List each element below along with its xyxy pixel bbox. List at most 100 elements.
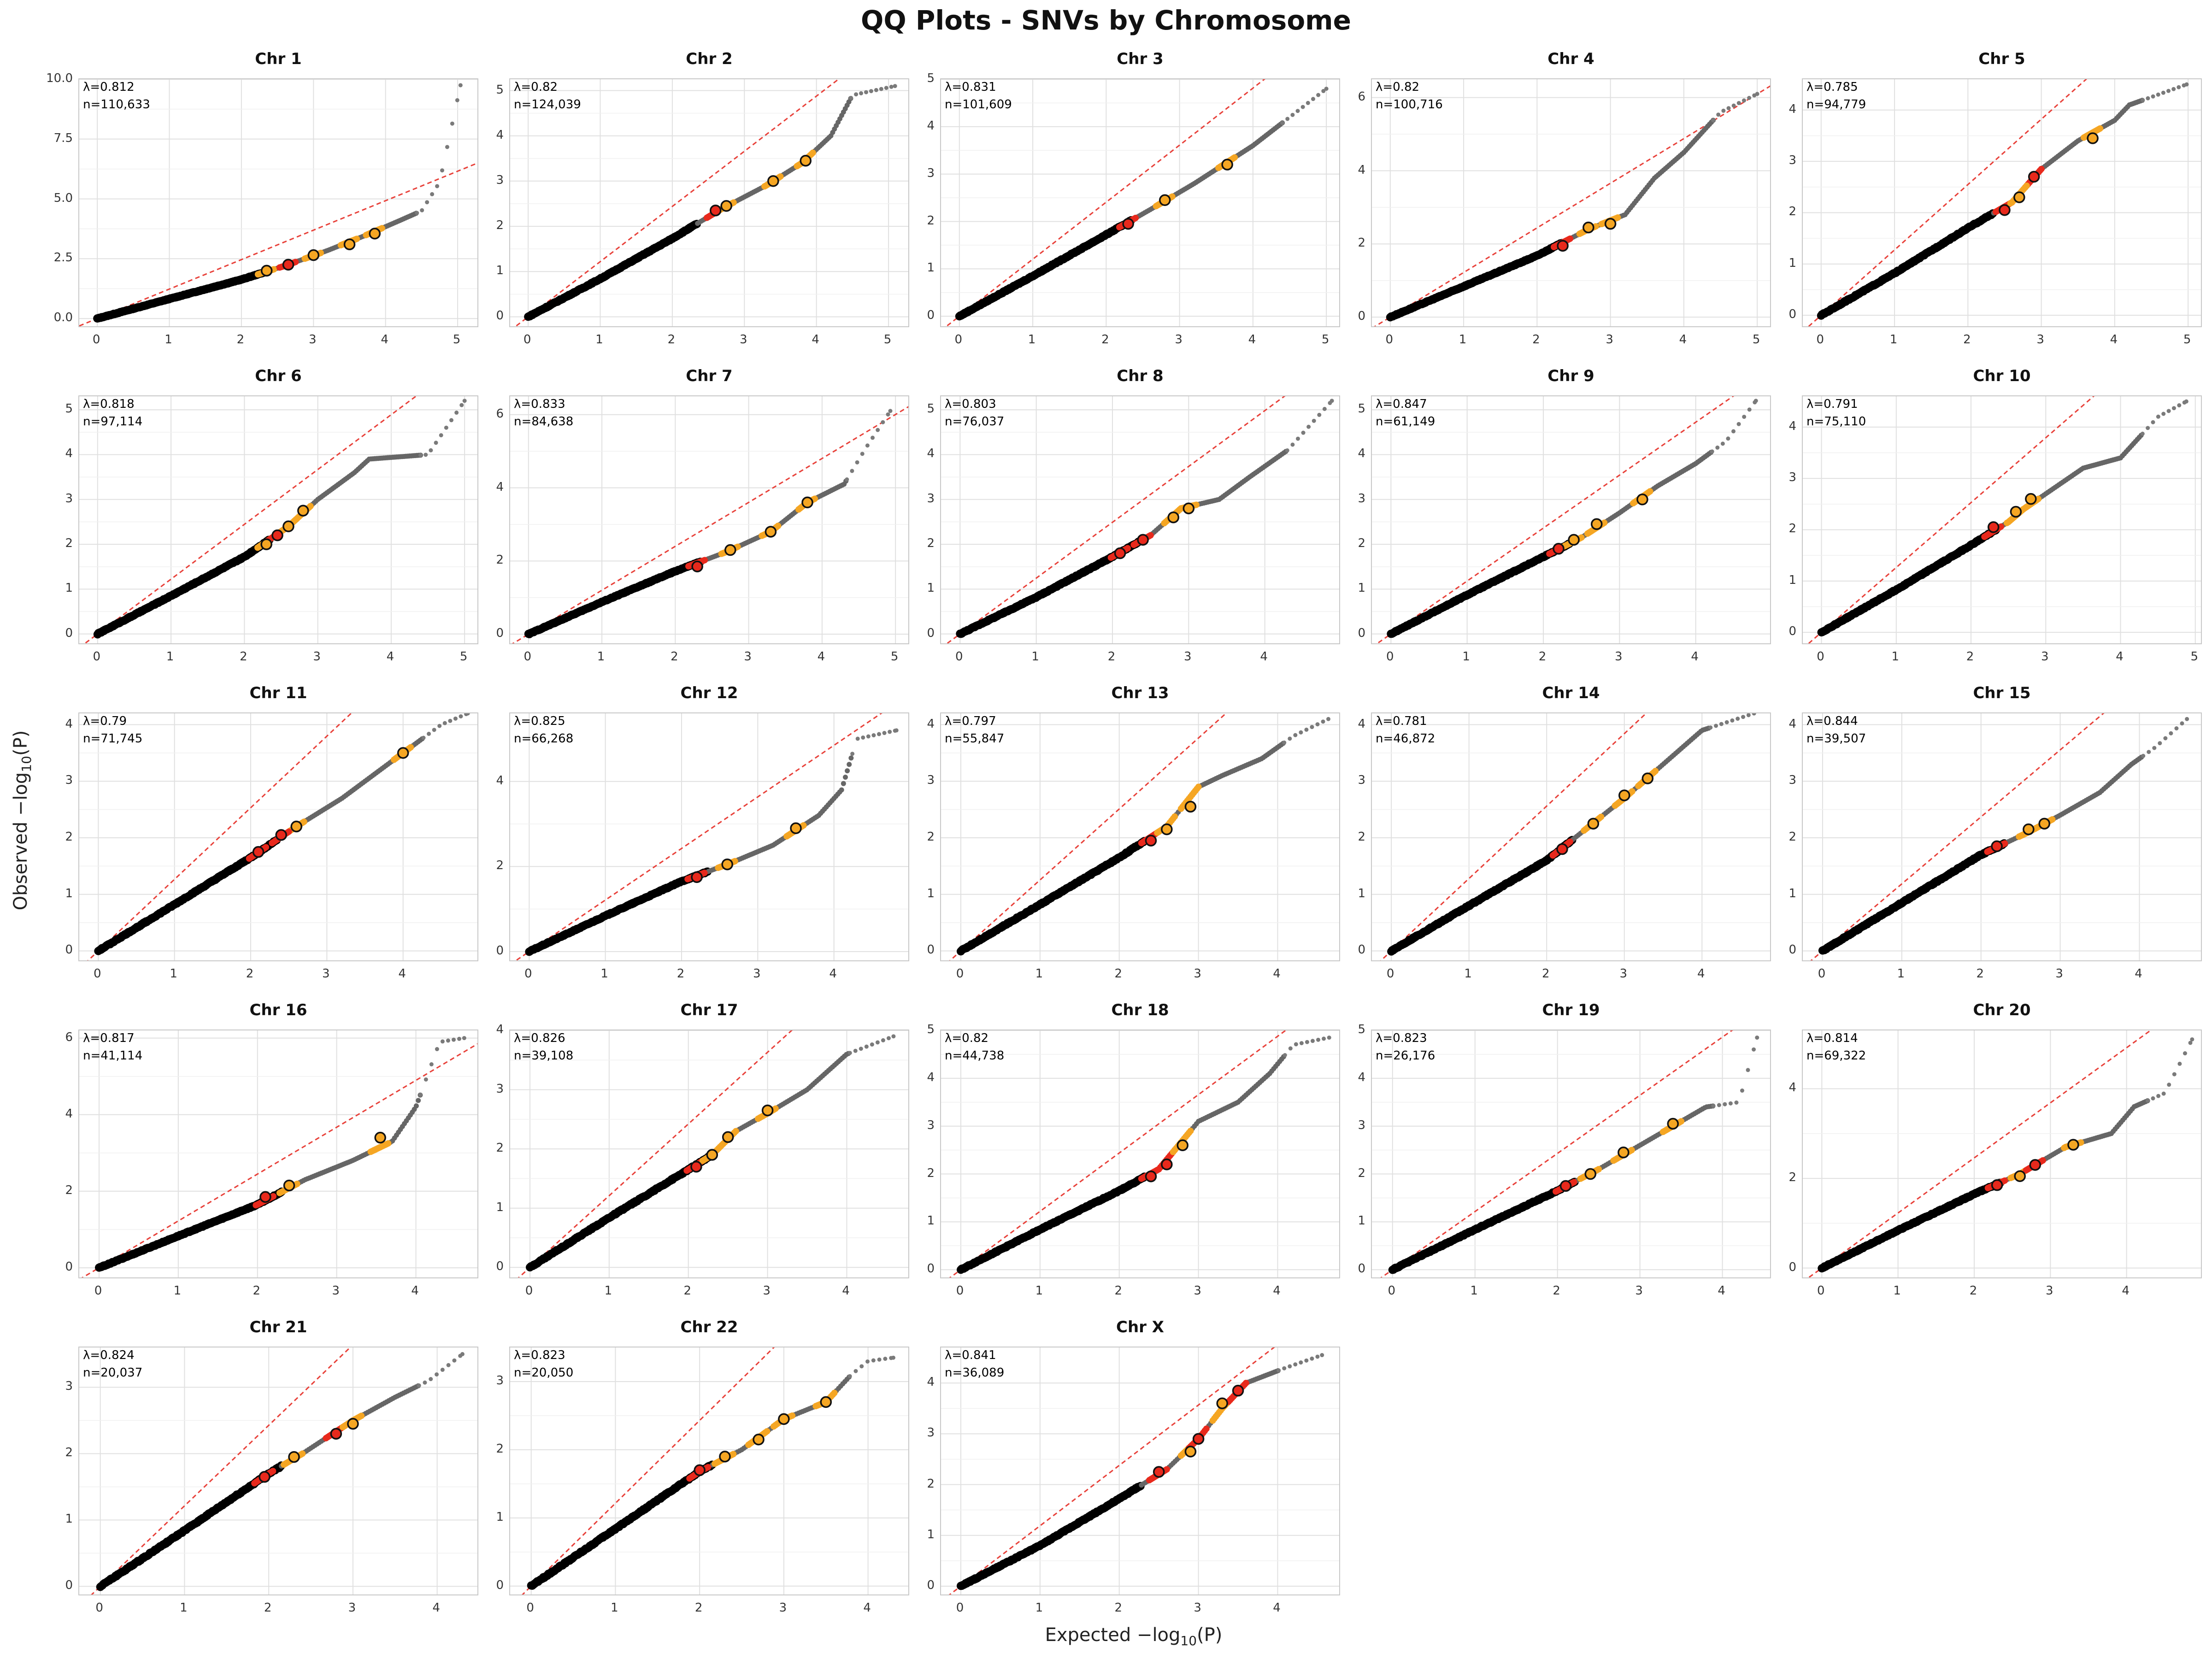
point [425, 200, 429, 205]
y-tick-label: 0 [927, 626, 935, 640]
x-tick-label: 3 [1615, 650, 1623, 664]
point [444, 425, 448, 430]
point [453, 716, 458, 721]
point [442, 721, 447, 725]
x-tick-label: 3 [753, 967, 761, 981]
highlight-marker [1122, 218, 1134, 230]
y-tick-label: 6 [496, 406, 504, 421]
x-tick-label: 1 [1462, 650, 1470, 664]
qq-svg [510, 396, 908, 643]
highlight-marker [709, 204, 722, 217]
x-tick-label: 4 [1679, 333, 1687, 347]
point [2161, 412, 2166, 416]
x-tick-label: 4 [386, 650, 394, 664]
point-highlight [701, 557, 708, 564]
highlight-marker [2013, 191, 2025, 203]
y-tick-label: 2 [496, 218, 504, 233]
qq-panel: Chr 14 λ=0.781 n=46,872 0 1 2 3 4 0 1 2 3 4 [1358, 684, 1771, 981]
point [2156, 414, 2160, 419]
y-tick-label: 2 [927, 536, 935, 551]
x-tick-label: 2 [1966, 650, 1974, 664]
point [1741, 98, 1746, 103]
point [889, 84, 894, 89]
point [1726, 436, 1730, 441]
point-highlight [1195, 783, 1202, 790]
point [874, 88, 878, 92]
x-tick-label: 0 [1385, 333, 1394, 347]
plot-area: λ=0.803 n=76,037 [940, 395, 1340, 644]
point [848, 755, 854, 761]
y-tick-label: 2 [1358, 236, 1365, 250]
highlight-marker [1114, 547, 1126, 559]
point [849, 95, 853, 100]
point [1311, 97, 1315, 101]
point-highlight [775, 523, 782, 529]
point-highlight [2038, 165, 2045, 172]
x-tick-label: 3 [2041, 650, 2049, 664]
highlight-marker [260, 538, 272, 550]
reference-line [512, 406, 908, 643]
reference-line [84, 396, 417, 643]
plot-area: λ=0.812 n=110,633 [78, 78, 478, 327]
qq-panel: Chr 2 λ=0.82 n=124,039 0 1 2 3 4 5 0 1 2 3 4 5 [496, 50, 909, 347]
point [437, 724, 442, 728]
highlight-marker [2087, 132, 2099, 144]
x-tick-label: 0 [954, 333, 963, 347]
point [861, 735, 865, 740]
x-tick-label: 3 [2036, 333, 2044, 347]
point [415, 211, 419, 215]
highlight-marker [1583, 221, 1594, 234]
point [1324, 87, 1329, 91]
point [459, 403, 464, 407]
x-tick-label: 2 [246, 967, 254, 981]
lambda-label: λ=0.803 [945, 397, 996, 411]
plot-area: λ=0.831 n=101,609 [940, 78, 1340, 327]
highlight-marker [801, 496, 813, 509]
x-tick-label: 0 [523, 333, 531, 347]
point [449, 418, 453, 423]
highlight-marker [1557, 240, 1569, 252]
x-tick-label: 4 [1691, 650, 1699, 664]
point [871, 435, 875, 440]
point-highlight [1614, 214, 1621, 221]
point [1290, 112, 1295, 117]
qq-svg [79, 396, 477, 643]
plot-area: λ=0.847 n=61,149 [1371, 395, 1771, 644]
point [888, 729, 892, 734]
point [458, 83, 463, 88]
point-highlight [1647, 488, 1653, 495]
x-tick-label: 3 [740, 333, 747, 347]
point [1321, 719, 1325, 724]
point-highlight [378, 225, 385, 232]
highlight-marker [1184, 800, 1197, 813]
n-label: n=84,638 [514, 415, 574, 429]
point [455, 98, 459, 102]
n-label: n=66,268 [514, 732, 574, 746]
qq-panel: Chr 8 λ=0.803 n=76,037 0 1 2 3 4 0 1 2 3 4 5 [927, 367, 1340, 664]
point [454, 410, 459, 415]
x-tick-label: 0 [956, 967, 964, 981]
point-highlight [811, 495, 818, 502]
highlight-marker [1161, 823, 1173, 835]
y-tick-label: 0 [1358, 309, 1365, 324]
highlight-marker [1221, 159, 1233, 171]
point [1736, 422, 1741, 426]
panel-title: Chr 3 [1117, 50, 1164, 68]
qq-panel: Chr 6 λ=0.818 n=97,114 0 1 2 3 4 5 0 1 2 3 4 5 [65, 367, 478, 664]
qq-panel: Chr 1 λ=0.812 n=110,633 0 1 2 3 4 5 0.0 2.5 5.0 7.5 1… [46, 50, 478, 347]
panel-title: Chr 12 [680, 684, 738, 702]
y-tick-label: 3 [927, 773, 935, 788]
point-highlight [777, 173, 784, 180]
highlight-marker [1145, 835, 1157, 847]
y-tick-label: 1 [65, 886, 73, 900]
lambda-label: λ=0.847 [1376, 397, 1427, 411]
x-tick-label: 3 [313, 650, 321, 664]
point [1317, 412, 1322, 417]
y-tick-label: 3 [1788, 153, 1796, 168]
y-tick-label: 1 [496, 264, 504, 278]
panel-title: Chr 1 [255, 50, 302, 68]
point [839, 787, 844, 793]
point-highlight [353, 235, 360, 242]
highlight-marker [290, 820, 302, 833]
x-axis-title-main: Expected −log [1045, 1624, 1181, 1646]
